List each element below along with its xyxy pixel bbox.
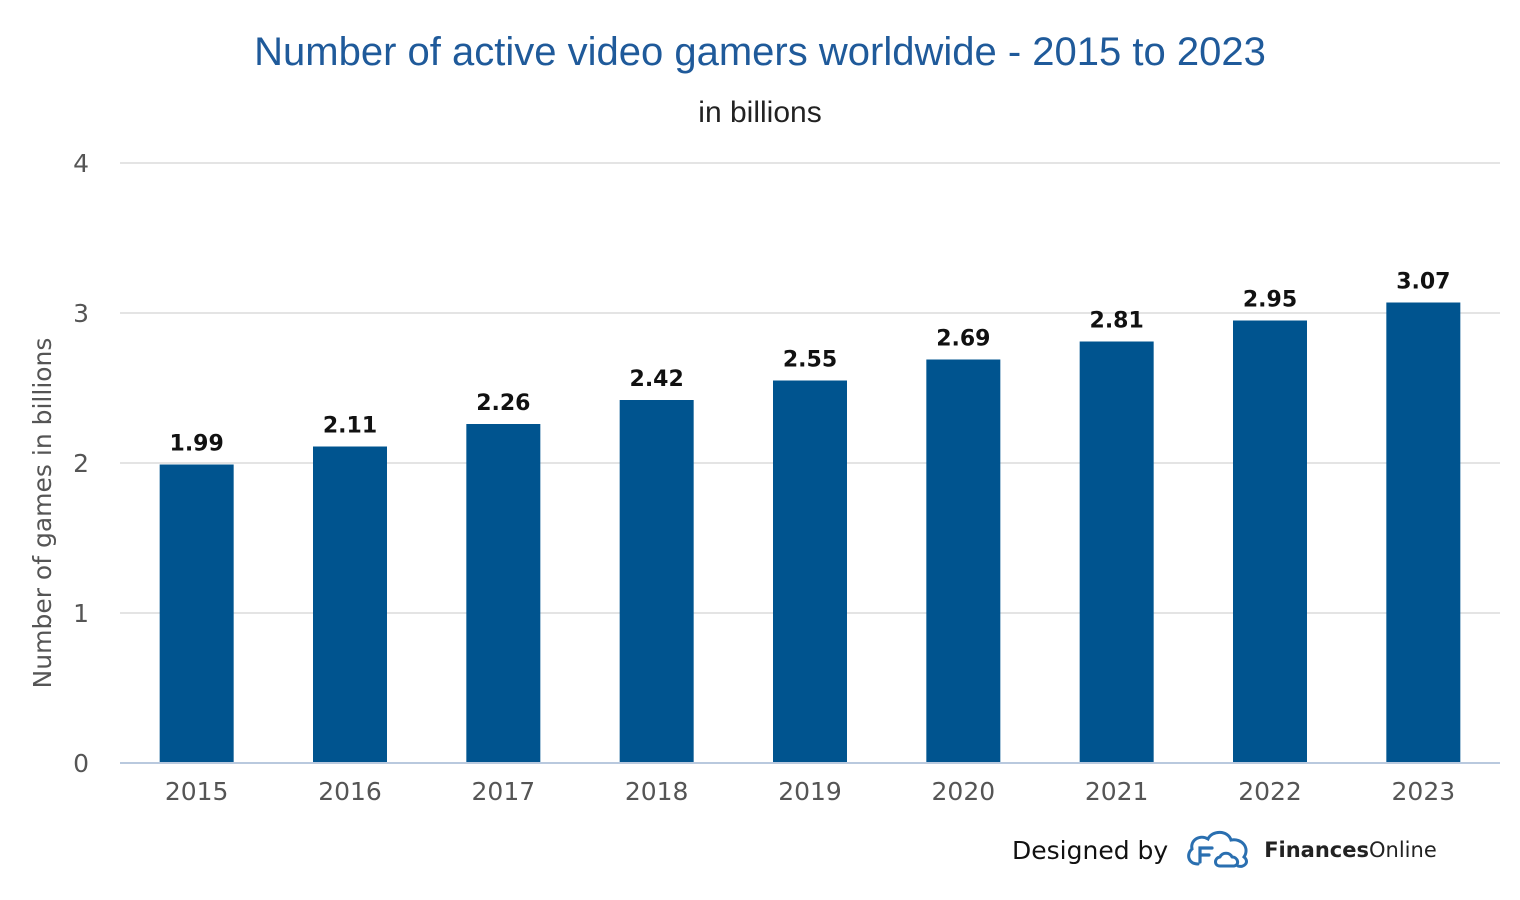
x-tick-label: 2019	[778, 777, 842, 806]
x-tick-label: 2017	[472, 777, 536, 806]
bar-2015	[159, 464, 234, 763]
x-tick-label: 2018	[625, 777, 689, 806]
y-tick-label: 2	[73, 449, 89, 478]
y-axis-ticks: 0 1 2 3 4	[73, 149, 89, 778]
y-tick-label: 1	[73, 599, 89, 628]
x-tick-label: 2021	[1085, 777, 1149, 806]
chart-subtitle: in billions	[698, 96, 822, 129]
data-label-2022: 2.95	[1243, 288, 1297, 313]
bar-2019	[773, 380, 847, 763]
bar-2020	[926, 359, 1001, 763]
bar-2016	[313, 446, 387, 763]
x-tick-label: 2023	[1392, 777, 1456, 806]
x-tick-label: 2020	[932, 777, 996, 806]
y-tick-label: 0	[73, 749, 89, 778]
credit-text: Designed by	[1012, 835, 1169, 865]
data-label-2018: 2.42	[630, 367, 684, 392]
bar-2023	[1386, 302, 1461, 763]
brand-name-light: Online	[1369, 838, 1437, 862]
x-tick-label: 2015	[165, 777, 229, 806]
y-tick-label: 3	[73, 299, 89, 328]
brand-name-bold: Finances	[1264, 838, 1369, 862]
x-tick-label: 2022	[1238, 777, 1302, 806]
x-tick-label: 2016	[318, 777, 382, 806]
data-label-2020: 2.69	[936, 327, 990, 352]
bar-2021	[1079, 341, 1154, 763]
y-tick-label: 4	[73, 149, 89, 178]
bar-2018	[619, 400, 694, 763]
chart-title: Number of active video gamers worldwide …	[254, 30, 1266, 74]
data-label-2017: 2.26	[476, 391, 530, 416]
designer-credit: Designed by Finances Online	[1012, 828, 1437, 872]
bar-chart: 0 1 2 3 4 1.99 2.11 2.26 2.42 2.55 2.69 2.81 2.95 3.…	[28, 149, 1500, 806]
y-axis-title: Number of games in billions	[28, 338, 57, 689]
data-label-2023: 3.07	[1396, 270, 1450, 295]
data-labels: 1.99 2.11 2.26 2.42 2.55 2.69 2.81 2.95 3.07	[170, 270, 1451, 457]
bars	[159, 302, 1461, 763]
cloud-f-logo-icon	[1187, 830, 1249, 868]
x-axis-ticks: 2015 2016 2017 2018 2019 2020 2021 2022 2023	[165, 777, 1455, 806]
data-label-2016: 2.11	[323, 414, 377, 439]
data-label-2021: 2.81	[1090, 309, 1144, 334]
data-label-2019: 2.55	[783, 348, 837, 373]
bar-2022	[1233, 320, 1307, 763]
bar-2017	[466, 424, 541, 763]
data-label-2015: 1.99	[170, 432, 224, 457]
